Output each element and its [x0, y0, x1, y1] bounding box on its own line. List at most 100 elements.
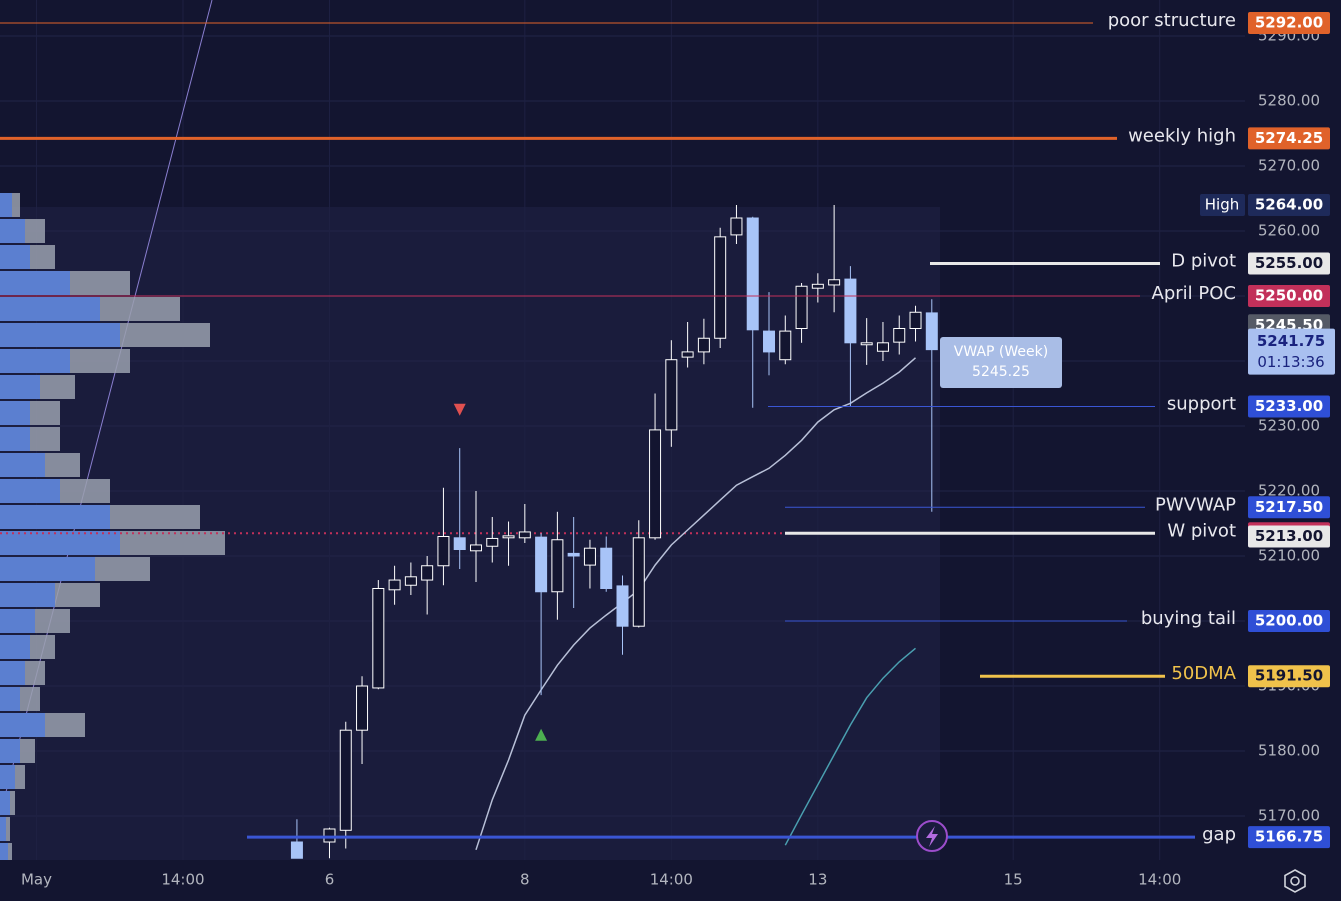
badge-value: 5191.50: [1255, 667, 1323, 685]
candle-body: [551, 539, 564, 593]
candle-body: [697, 337, 710, 353]
x-tick-label: May: [21, 871, 52, 889]
profile-buy: [0, 557, 95, 581]
x-tick-label: 14:00: [650, 871, 693, 889]
badge-value: 5166.75: [1255, 828, 1323, 846]
profile-buy: [0, 790, 10, 815]
y-tick-label: 5170.00: [1258, 806, 1320, 824]
signal-marker: [535, 728, 548, 741]
y-tick-label: 5280.00: [1258, 92, 1320, 110]
price-badge: [1248, 194, 1330, 217]
time-axis: [0, 860, 1341, 901]
candle-body: [665, 359, 678, 431]
candle-body: [714, 236, 727, 339]
candle-body: [909, 311, 922, 330]
overlay: [916, 820, 1306, 893]
x-tick-label: 8: [520, 871, 530, 889]
y-tick-label: 5270.00: [1258, 157, 1320, 175]
candle-body: [876, 342, 889, 352]
y-tick-label: 5220.00: [1258, 482, 1320, 500]
settings-icon[interactable]: [1284, 869, 1306, 893]
badge-value: 5241.75: [1257, 332, 1325, 350]
candle-body: [502, 535, 515, 539]
badge-value: 5233.00: [1255, 397, 1323, 415]
profile-buy: [0, 634, 30, 659]
profile-buy: [0, 479, 60, 504]
profile-buy: [0, 660, 25, 685]
price-badge: [1248, 285, 1330, 308]
profile-buy: [0, 401, 30, 426]
countdown: 01:13:36: [1257, 353, 1324, 371]
price-badge: [1248, 496, 1330, 519]
level-label: April POC: [1152, 283, 1236, 304]
candle-body: [583, 547, 596, 566]
settings-dot: [1290, 876, 1300, 886]
profile-buy: [0, 531, 120, 556]
price-badge: [1248, 252, 1330, 275]
profile-buy: [0, 323, 120, 348]
candle-body: [518, 531, 531, 539]
badge-value: 5217.50: [1255, 498, 1323, 516]
signal-marker: [453, 403, 466, 416]
badge-value: 5213.00: [1255, 527, 1323, 545]
candle-body: [323, 828, 336, 843]
profile-buy: [0, 219, 25, 244]
level-label: W pivot: [1167, 520, 1236, 541]
candle-body: [356, 685, 369, 731]
candle-body: [469, 544, 482, 552]
candle-body: [893, 328, 906, 343]
candle-body: [779, 330, 792, 361]
candle-body: [404, 576, 417, 586]
price-badge: [1248, 665, 1330, 688]
price-badge: [1248, 328, 1335, 375]
vwap-tooltip: VWAP (Week) 5245.25: [940, 337, 1062, 388]
level-label: gap: [1202, 824, 1236, 845]
candle-body: [811, 283, 824, 289]
badge-value: 5264.00: [1255, 196, 1323, 214]
profile-buy: [0, 505, 110, 530]
candle-body: [421, 565, 434, 581]
price-badge: [1248, 127, 1330, 150]
profile-buy: [0, 193, 12, 218]
candle-body: [437, 536, 450, 567]
profile-buy: [0, 271, 70, 296]
tooltip-title: VWAP (Week): [954, 344, 1048, 360]
badge-value: 5255.00: [1255, 254, 1323, 272]
candle-body: [616, 585, 629, 627]
candle-body: [681, 351, 694, 358]
profile-buy: [0, 842, 8, 860]
price-badge: [1248, 395, 1330, 418]
candle-body: [828, 279, 841, 286]
profile-buy: [0, 764, 15, 789]
level-label: PWVWAP: [1155, 494, 1236, 515]
price-badge: [1248, 525, 1330, 548]
profile-buy: [0, 349, 70, 374]
level-label: support: [1167, 394, 1236, 415]
tooltip-value: 5245.25: [972, 364, 1030, 380]
x-tick-label: 13: [808, 871, 827, 889]
badge-value: 5274.25: [1255, 129, 1323, 147]
profile-buy: [0, 686, 20, 711]
level-label: poor structure: [1108, 10, 1236, 31]
price-badge: [1248, 826, 1330, 849]
candle-body: [372, 587, 385, 689]
candle-body: [925, 312, 938, 351]
level-label: 50DMA: [1171, 663, 1236, 684]
plot-area: [0, 0, 938, 860]
profile-buy: [0, 738, 20, 763]
lightning: [926, 826, 938, 847]
profile-buy: [0, 453, 45, 478]
settings-hex: [1284, 869, 1306, 893]
badge-label-box: [1200, 194, 1245, 217]
x-tick-label: 15: [1004, 871, 1023, 889]
y-tick-label: 5230.00: [1258, 417, 1320, 435]
profile-buy: [0, 297, 100, 322]
y-tick-label: 5180.00: [1258, 741, 1320, 759]
candle-body: [844, 278, 857, 344]
price-badge: [1248, 12, 1330, 35]
y-tick-label: 5260.00: [1258, 222, 1320, 240]
profile-buy: [0, 582, 55, 607]
candle-body: [763, 330, 776, 353]
badge-value: 5250.00: [1255, 287, 1323, 305]
